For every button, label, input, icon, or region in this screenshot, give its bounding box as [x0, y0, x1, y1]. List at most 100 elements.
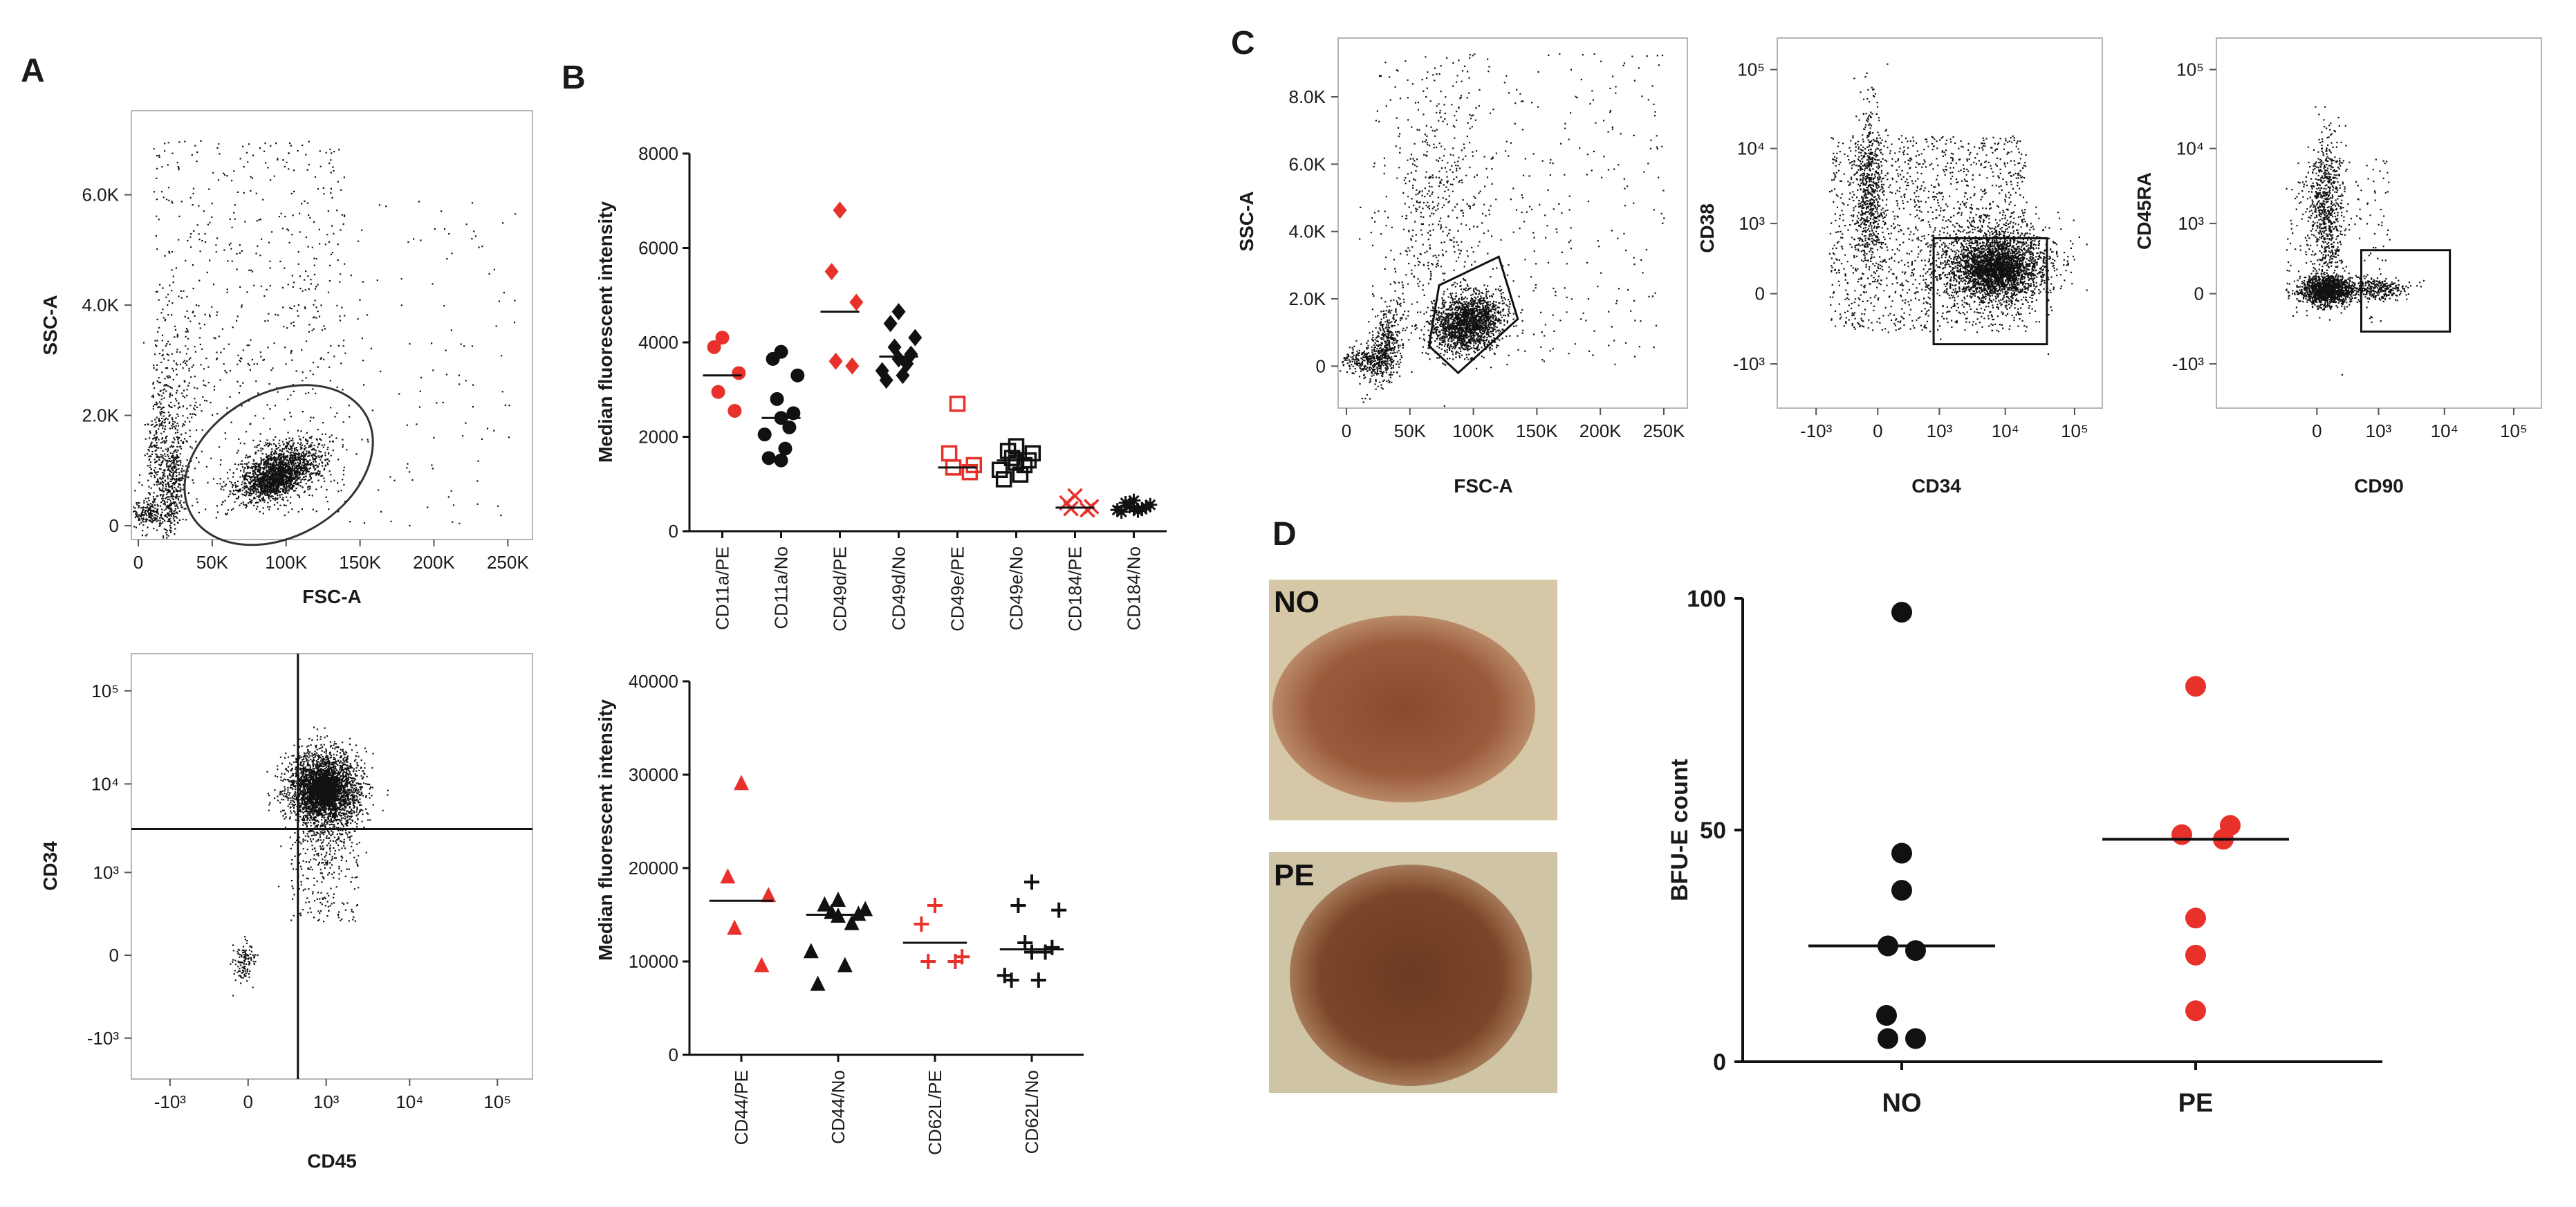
- gate-rectangle: [1932, 237, 2048, 346]
- data-point: [845, 357, 860, 375]
- data-point: [1012, 466, 1029, 483]
- panel-c-cd34-cd38-plot: -10³ 0 10³ 10⁴ 10⁵ -10³ 0 10³ 10⁴ 10⁵ CD34 CD38: [1696, 37, 2103, 497]
- data-point: [2185, 944, 2206, 966]
- event-dot-cloud: [2286, 106, 2425, 376]
- data-point: [1127, 493, 1141, 508]
- event-dot-cloud: [1828, 63, 2088, 356]
- y-tick-label: 6000: [638, 238, 678, 259]
- data-point: [1110, 503, 1124, 517]
- y-tick-label: -10³: [2172, 353, 2205, 374]
- y-tick-label: 0: [669, 521, 678, 542]
- y-axis-label: Median fluorescent intensity: [595, 699, 616, 961]
- y-tick-label: 10⁵: [2176, 59, 2204, 80]
- event-dots: [230, 726, 389, 997]
- category-label: CD49e/No: [1006, 546, 1027, 630]
- panel-c-cd90-cd45ra-plot: 0 10³ 10⁴ 10⁵ -10³ 0 10³ 10⁴ 10⁵ CD90 CD45RA: [2133, 37, 2542, 497]
- event-dots: [133, 140, 517, 539]
- data-point: [879, 371, 893, 389]
- data-point: [770, 391, 784, 406]
- data-point: [782, 420, 797, 434]
- data-point: [908, 329, 923, 347]
- y-tick-label: 8.0K: [1289, 86, 1326, 107]
- axis-ticks: 0 10³ 10⁴ 10⁵ -10³ 0 10³ 10⁴ 10⁵: [2172, 59, 2528, 441]
- data-point: [1003, 973, 1019, 988]
- x-tick-label: 0: [243, 1091, 253, 1112]
- y-tick-label: 2000: [638, 427, 678, 448]
- data-point: [1114, 505, 1129, 519]
- data-point: [891, 303, 906, 321]
- panel-letter-a: A: [21, 53, 45, 89]
- y-tick-label: 4.0K: [82, 295, 120, 315]
- y-tick-label: 40000: [629, 671, 678, 692]
- event-dots: [1340, 53, 1665, 407]
- x-tick-label: 200K: [1579, 421, 1622, 441]
- y-tick-label: 4000: [638, 332, 678, 353]
- x-tick-label: 250K: [487, 552, 529, 573]
- data-marks: [1808, 602, 2289, 1049]
- y-tick-label: 10³: [93, 862, 119, 883]
- data-point: [774, 453, 788, 468]
- data-point: [837, 957, 853, 973]
- y-tick-label: 6.0K: [82, 185, 120, 205]
- event-dot-cloud: [1340, 53, 1665, 407]
- x-tick-label: 50K: [196, 552, 229, 573]
- data-marks: [709, 775, 1067, 991]
- axis-ticks: 0 50K 100K 150K 200K 250K 0 2.0K 4.0K 6.0K 8.0K: [1289, 86, 1685, 441]
- x-tick-label: 10⁵: [2500, 421, 2528, 441]
- data-point: [720, 868, 736, 884]
- axis-ticks: -10³ 0 10³ 10⁴ 10⁵ -10³ 0 10³ 10⁴ 10⁵: [87, 681, 511, 1112]
- panel-letter-d: D: [1272, 516, 1297, 553]
- x-tick-label: 10³: [1927, 421, 1953, 441]
- data-point: [757, 427, 772, 442]
- data-point: [1135, 501, 1149, 516]
- y-axis-label: SSC-A: [39, 295, 61, 355]
- y-tick-label: 0: [109, 515, 119, 536]
- y-tick-label: 0: [1316, 356, 1326, 376]
- data-point: [1008, 454, 1025, 471]
- y-tick-label: 0: [669, 1044, 678, 1065]
- data-point: [1010, 898, 1026, 913]
- data-point: [1051, 902, 1067, 918]
- data-point: [1905, 940, 1926, 961]
- data-point: [1016, 457, 1033, 474]
- x-tick-label: 10³: [313, 1091, 340, 1112]
- data-point: [2185, 676, 2206, 697]
- data-point: [927, 898, 943, 913]
- data-marks: [703, 201, 1158, 519]
- data-point: [920, 954, 936, 969]
- category-label: CD49e/PE: [947, 546, 968, 632]
- data-point: [961, 463, 979, 481]
- panel-b-bottom-dotplot: 0 10000 20000 30000 40000 CD44/PE CD44/No CD62L…: [595, 671, 1084, 1155]
- data-point: [727, 919, 743, 935]
- data-point: [914, 916, 929, 932]
- plot-frame: [131, 110, 533, 540]
- data-point: [940, 445, 958, 462]
- colony-photo-pe: PE: [1269, 852, 1557, 1093]
- category-label: CD184/No: [1124, 546, 1145, 630]
- axes: 0 50 100 NO PE: [1687, 586, 2382, 1118]
- y-tick-label: 50: [1700, 818, 1726, 844]
- x-tick-label: 250K: [1643, 421, 1685, 441]
- x-tick-label: 10³: [2366, 421, 2392, 441]
- y-axis-label: BFU-E count: [1667, 759, 1693, 901]
- data-point: [786, 406, 801, 421]
- data-point: [851, 905, 867, 921]
- event-dots: [2286, 106, 2425, 376]
- data-point: [2185, 1000, 2206, 1022]
- data-point: [810, 975, 826, 991]
- x-axis-label: FSC-A: [1454, 475, 1513, 497]
- data-point: [849, 293, 864, 311]
- data-point: [1878, 1028, 1898, 1049]
- data-point: [1891, 880, 1912, 901]
- y-tick-label: 20000: [629, 858, 678, 878]
- data-point: [715, 331, 730, 345]
- axes: 0 10000 20000 30000 40000 CD44/PE CD44/No CD62L…: [629, 671, 1084, 1155]
- y-tick-label: 30000: [629, 764, 678, 785]
- data-point: [2171, 824, 2192, 845]
- y-axis-label: CD38: [1696, 203, 1718, 253]
- x-tick-label: 100K: [1452, 421, 1494, 441]
- axis-ticks: -10³ 0 10³ 10⁴ 10⁵ -10³ 0 10³ 10⁴ 10⁵: [1733, 59, 2088, 441]
- data-point: [828, 352, 843, 370]
- x-axis-label: CD34: [1911, 475, 1961, 497]
